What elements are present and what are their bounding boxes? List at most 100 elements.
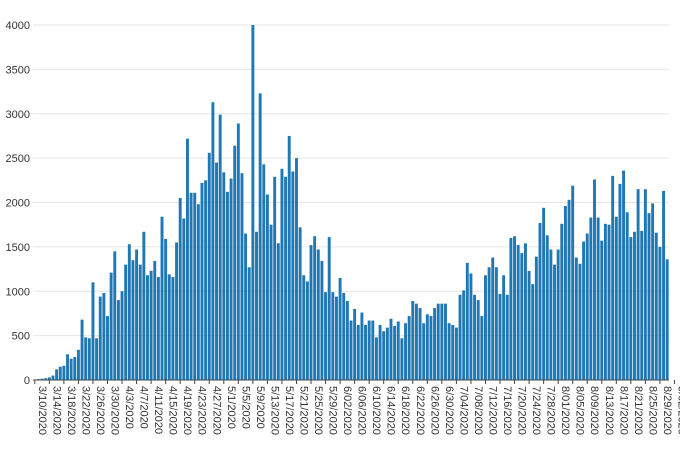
bar — [534, 256, 538, 380]
bar — [563, 206, 567, 380]
bar — [618, 183, 622, 380]
bar-series — [36, 25, 669, 381]
bar — [356, 324, 360, 380]
bar — [549, 249, 553, 380]
bar — [171, 277, 175, 380]
x-tick-labels: 3/10/2020 3/14/2020 3/18/2020 3/22/2020 3/26… — [34, 380, 680, 435]
bar — [149, 270, 153, 380]
bar — [156, 277, 160, 380]
x-tick-label: 7/04/2020 — [457, 386, 469, 435]
x-tick-label: 6/30/2020 — [443, 386, 455, 435]
bar — [542, 207, 546, 380]
bar — [120, 291, 124, 380]
bar — [578, 263, 582, 380]
bar — [305, 281, 309, 380]
bar — [178, 198, 182, 380]
bar — [647, 213, 651, 380]
bar — [520, 253, 524, 380]
bar — [98, 296, 102, 380]
bar — [396, 321, 400, 380]
x-tick-label: 7/28/2020 — [545, 386, 557, 435]
bar — [295, 158, 298, 380]
y-tick-label: 2000 — [6, 198, 30, 210]
bar — [567, 199, 571, 380]
bar — [502, 275, 506, 380]
bar — [509, 238, 513, 380]
bar — [342, 293, 346, 380]
bar — [480, 316, 484, 380]
bar — [331, 292, 335, 380]
bar — [603, 223, 607, 380]
bar — [411, 301, 415, 380]
bar — [55, 369, 59, 380]
bar — [164, 238, 168, 380]
x-tick-label: 6/06/2020 — [356, 386, 368, 435]
x-tick-label: 5/13/2020 — [268, 386, 280, 435]
x-tick-label: 5/9/2020 — [254, 386, 266, 429]
bar — [40, 378, 44, 380]
x-tick-label: 4/19/2020 — [181, 386, 193, 435]
bar — [505, 294, 509, 380]
bar — [382, 331, 386, 380]
x-tick-label: 7/16/2020 — [501, 386, 513, 435]
bar — [658, 246, 662, 380]
y-tick-label: 1000 — [6, 286, 30, 298]
bar — [345, 301, 349, 380]
x-tick-label: 3/22/2020 — [79, 386, 91, 435]
bar — [654, 232, 658, 380]
bar — [611, 175, 615, 380]
bar — [513, 236, 516, 380]
bar — [167, 274, 171, 380]
bar — [182, 218, 186, 380]
bar — [284, 176, 288, 380]
bar — [73, 356, 77, 380]
bar — [80, 319, 84, 380]
x-tick-label: 6/02/2020 — [341, 386, 353, 435]
bar — [498, 293, 502, 380]
bar — [454, 327, 458, 380]
bar — [407, 316, 411, 380]
x-tick-label: 7/12/2020 — [486, 386, 498, 435]
bar — [146, 275, 149, 380]
x-tick-label: 8/29/2020 — [661, 386, 673, 435]
bar — [429, 316, 433, 380]
bar — [338, 277, 342, 380]
bar — [218, 114, 222, 380]
bar — [589, 217, 593, 380]
bar — [665, 259, 669, 380]
x-tick-label: 6/18/2020 — [399, 386, 411, 435]
bar — [364, 324, 367, 380]
bar — [91, 282, 95, 380]
bar — [255, 231, 258, 380]
bar — [76, 349, 80, 380]
bar — [444, 303, 447, 380]
bar — [440, 303, 444, 380]
bar — [44, 378, 48, 380]
x-tick-label: 5/1/2020 — [225, 386, 237, 429]
bar — [204, 180, 208, 380]
bar — [422, 323, 426, 380]
x-tick-label: 4/23/2020 — [196, 386, 208, 435]
x-tick-label: 4/7/2020 — [138, 386, 150, 429]
x-tick-label: 5/29/2020 — [327, 386, 339, 435]
bar — [353, 309, 357, 380]
bar — [313, 236, 317, 380]
bar — [265, 194, 269, 380]
bar — [69, 358, 73, 380]
bar — [276, 243, 280, 380]
bar — [447, 323, 451, 380]
x-tick-label: 4/27/2020 — [210, 386, 222, 435]
bar — [106, 316, 109, 380]
bar — [389, 318, 393, 380]
x-tick-label: 7/24/2020 — [530, 386, 542, 435]
x-tick-label: 8/01/2020 — [559, 386, 571, 435]
bar — [643, 189, 647, 380]
bar — [298, 227, 302, 380]
bar — [458, 294, 462, 380]
bar — [582, 241, 586, 380]
bar — [571, 185, 575, 380]
bar — [367, 320, 371, 380]
x-tick-label: 6/14/2020 — [385, 386, 397, 435]
bar — [247, 267, 251, 380]
bar — [189, 192, 193, 380]
